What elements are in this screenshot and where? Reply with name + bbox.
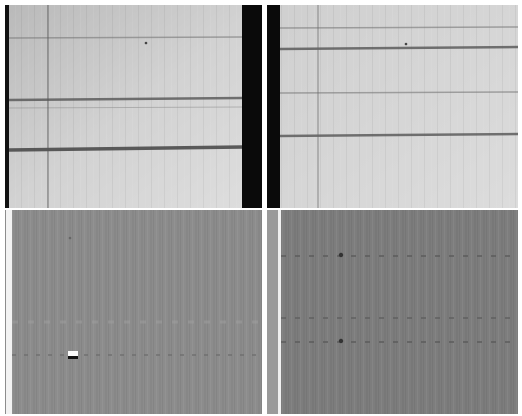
image-detail [5,210,262,414]
image-detail [145,42,148,45]
image-detail [267,5,518,208]
panel-top-left [5,5,262,208]
image-detail [267,5,280,208]
image-detail [267,210,518,414]
image-detail [69,237,72,240]
image-detail [280,92,518,93]
image-detail [339,253,343,257]
image-detail [405,43,408,46]
panel-top-right [267,5,518,208]
image-detail [280,27,518,28]
image-detail [68,351,78,356]
image-detail [5,5,9,208]
image-detail [339,339,343,343]
image-detail [5,5,262,208]
image-detail [9,37,242,38]
panel-bottom-right [267,210,518,414]
panel-bottom-left [5,210,262,414]
image-detail [6,210,12,414]
image-detail [267,210,278,414]
image-detail [278,210,281,414]
image-detail [68,356,78,359]
image-detail [242,5,262,208]
